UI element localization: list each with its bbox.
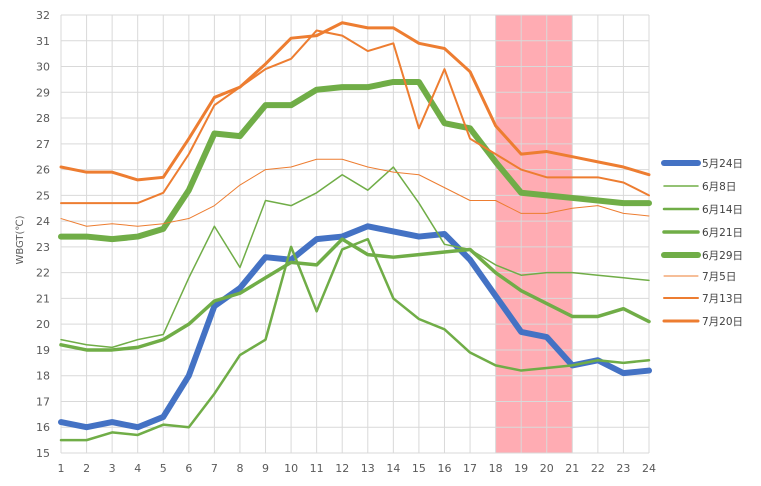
x-tick-label: 19 xyxy=(514,462,528,475)
x-tick-label: 11 xyxy=(310,462,324,475)
x-tick-label: 23 xyxy=(616,462,630,475)
x-tick-label: 8 xyxy=(236,462,243,475)
x-tick-label: 5 xyxy=(160,462,167,475)
y-tick-label: 31 xyxy=(36,35,50,48)
x-tick-label: 16 xyxy=(437,462,451,475)
y-tick-label: 16 xyxy=(36,421,50,434)
series-line-8 xyxy=(59,21,651,182)
y-tick-label: 19 xyxy=(36,344,50,357)
y-tick-label: 28 xyxy=(36,112,50,125)
x-tick-label: 7 xyxy=(211,462,218,475)
y-tick-label: 25 xyxy=(36,189,50,202)
x-tick-label: 20 xyxy=(540,462,554,475)
y-tick-label: 30 xyxy=(36,61,50,74)
y-tick-label: 29 xyxy=(36,86,50,99)
legend-label: 7月20日 xyxy=(702,316,743,328)
x-tick-label: 10 xyxy=(284,462,298,475)
legend-label: 6月14日 xyxy=(702,204,743,216)
highlight-band xyxy=(495,15,573,453)
y-tick-label: 21 xyxy=(36,292,50,305)
y-tick-label: 26 xyxy=(36,164,50,177)
series-line-1 xyxy=(58,223,652,431)
series-lines xyxy=(58,21,652,442)
x-tick-label: 2 xyxy=(83,462,90,475)
y-axis-title: WBGT(℃) xyxy=(15,215,26,264)
x-tick-label: 24 xyxy=(642,462,656,475)
y-tick-label: 23 xyxy=(36,241,50,254)
y-tick-label: 22 xyxy=(36,267,50,280)
x-tick-label: 14 xyxy=(386,462,400,475)
y-tick-label: 24 xyxy=(36,215,50,228)
gridlines xyxy=(60,14,650,454)
x-tick-label: 12 xyxy=(335,462,349,475)
x-tick-label: 21 xyxy=(565,462,579,475)
series-line-4 xyxy=(59,237,651,352)
series-line-6 xyxy=(60,158,650,227)
legend-label: 6月8日 xyxy=(702,181,736,193)
x-tick-label: 15 xyxy=(412,462,426,475)
legend-label: 7月13日 xyxy=(702,293,743,305)
y-tick-label: 15 xyxy=(36,447,50,460)
y-tick-label: 17 xyxy=(36,395,50,408)
highlight-band-layer xyxy=(495,15,573,453)
legend-label: 6月21日 xyxy=(702,227,743,239)
x-tick-label: 6 xyxy=(185,462,192,475)
series-line-5 xyxy=(58,78,652,243)
y-tick-label: 32 xyxy=(36,9,50,22)
x-tick-label: 4 xyxy=(134,462,141,475)
y-tick-label: 27 xyxy=(36,138,50,151)
x-tick-label: 13 xyxy=(361,462,375,475)
series-line-2 xyxy=(60,166,650,349)
legend-label: 5月24日 xyxy=(702,158,743,170)
x-tick-label: 18 xyxy=(489,462,503,475)
y-tick-label: 18 xyxy=(36,370,50,383)
x-tick-label: 17 xyxy=(463,462,477,475)
legend: 5月24日 6月8日 6月14日 6月21日 6月29日 7月5日 7月13日 7月20日 xyxy=(661,158,743,328)
legend-label: 6月29日 xyxy=(702,250,743,262)
x-tick-label: 22 xyxy=(591,462,605,475)
x-tick-label: 9 xyxy=(262,462,269,475)
y-tick-label: 20 xyxy=(36,318,50,331)
x-tick-label: 1 xyxy=(58,462,65,475)
y-axis-ticks: 15 16 17 18 19 20 21 22 23 24 25 26 27 28 29 30 31 32 xyxy=(36,9,50,460)
series-line-3 xyxy=(59,237,651,442)
series-line-7 xyxy=(60,29,650,205)
x-tick-label: 3 xyxy=(109,462,116,475)
legend-label: 7月5日 xyxy=(702,271,736,283)
x-axis-ticks: 1 2 3 4 5 6 7 8 9 10 11 12 13 14 15 16 17 18 19 20 21 22 23 24 xyxy=(58,462,657,475)
